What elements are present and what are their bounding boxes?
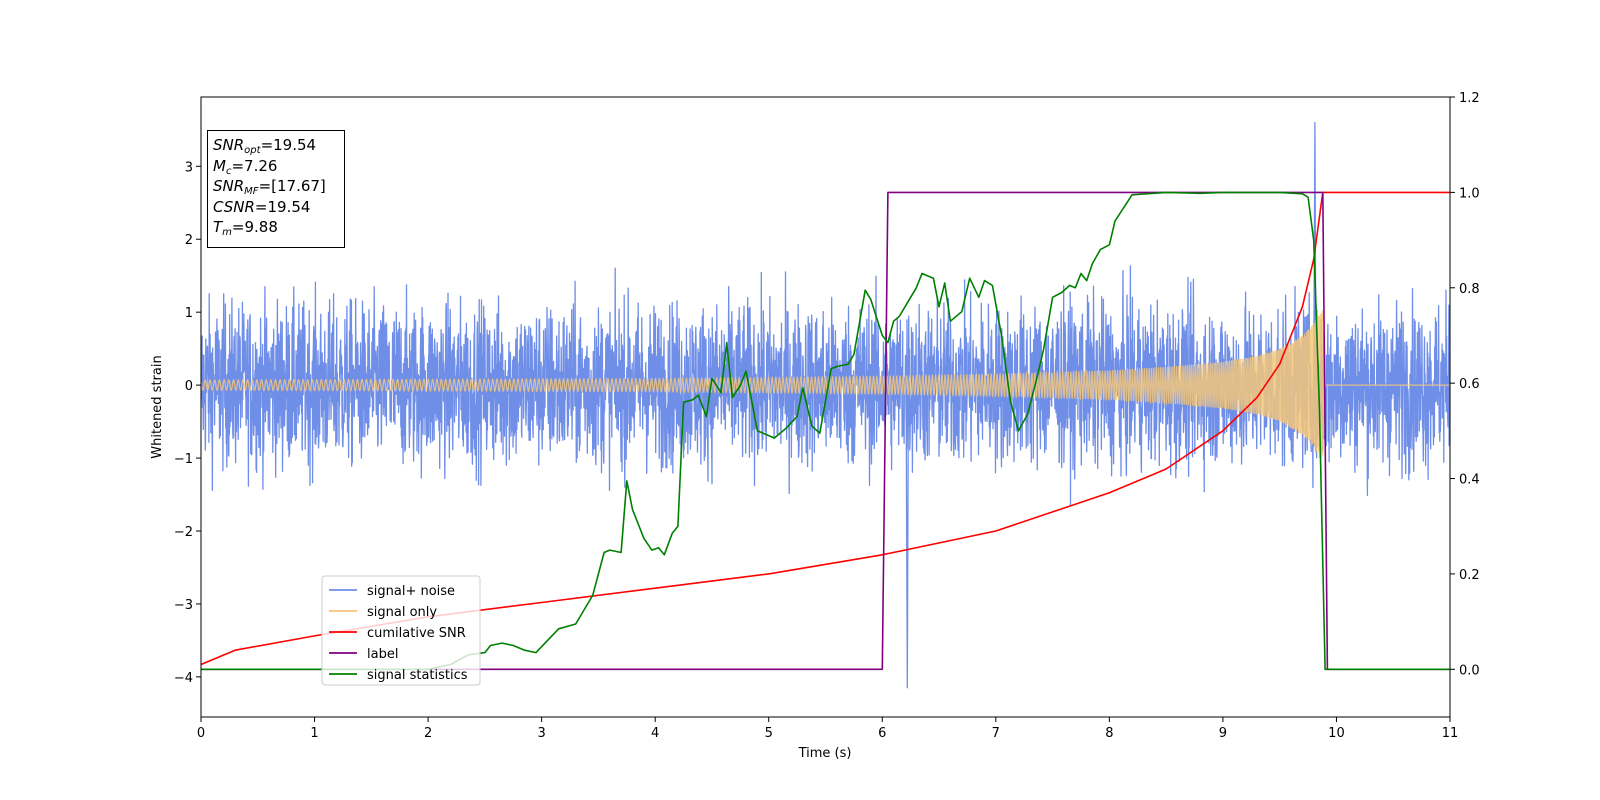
x-tick-label: 3 <box>537 726 545 741</box>
y-axis-ticks: −4 −3 −2 −1 0 1 2 3 <box>174 160 201 686</box>
x-tick-label: 2 <box>424 726 432 741</box>
y2-tick-label: 0.0 <box>1459 663 1480 678</box>
csnr-line: CSNR=19.54 <box>213 197 311 216</box>
y2-tick-label: 1.0 <box>1459 186 1480 201</box>
y2-axis-ticks: 0.0 0.2 0.4 0.6 0.8 1.0 1.2 <box>1450 91 1480 678</box>
y-tick-label: 1 <box>185 306 193 321</box>
x-tick-label: 10 <box>1328 726 1345 741</box>
y-tick-label: −3 <box>174 598 193 613</box>
x-tick-label: 11 <box>1442 726 1459 741</box>
x-tick-label: 4 <box>651 726 659 741</box>
y-tick-label: −4 <box>174 671 193 686</box>
y2-tick-label: 0.4 <box>1459 473 1480 488</box>
x-tick-label: 1 <box>310 726 318 741</box>
legend: signal+ noise signal only cumilative SNR la… <box>321 575 481 686</box>
x-tick-label: 5 <box>765 726 773 741</box>
legend-label-text: label <box>367 647 398 662</box>
legend-signal-only-text: signal only <box>367 605 437 620</box>
x-tick-label: 0 <box>197 726 205 741</box>
signal-only-line <box>200 310 1450 459</box>
y-axis-label: Whitened strain <box>150 355 165 458</box>
x-tick-label: 8 <box>1105 726 1113 741</box>
metrics-info-box: SNRopt=19.54 Mc=7.26 SNRMF=[17.67] CSNR=… <box>207 130 345 248</box>
y2-tick-label: 0.2 <box>1459 568 1480 583</box>
x-tick-label: 6 <box>878 726 886 741</box>
y2-tick-label: 0.6 <box>1459 377 1480 392</box>
chirp-mass-line: Mc=7.26 <box>213 156 278 177</box>
y-tick-label: −1 <box>174 452 193 467</box>
legend-frame <box>321 575 481 686</box>
legend-signal-statistics-text: signal statistics <box>367 668 468 683</box>
y-tick-label: 3 <box>185 160 193 175</box>
snr-mf-line: SNRMF=[17.67] <box>213 177 326 197</box>
signal-statistics-line <box>201 191 1450 671</box>
merger-time-line: Tm=9.88 <box>213 218 278 238</box>
y-tick-label: 0 <box>185 379 193 394</box>
y2-tick-label: 0.8 <box>1459 282 1480 297</box>
x-tick-label: 7 <box>992 726 1000 741</box>
x-axis-label: Time (s) <box>798 746 852 761</box>
y2-tick-label: 1.2 <box>1459 91 1480 106</box>
legend-signal-noise-text: signal+ noise <box>367 584 455 599</box>
snr-opt-line: SNRopt=19.54 <box>213 136 317 156</box>
signal-only-layer <box>200 310 1450 459</box>
y-tick-label: 2 <box>185 233 193 248</box>
legend-cumilative-snr-text: cumilative SNR <box>367 626 466 641</box>
y-tick-label: −2 <box>174 525 193 540</box>
plot-frame <box>200 96 1451 718</box>
x-tick-label: 9 <box>1219 726 1227 741</box>
x-axis-ticks: 0 1 2 3 4 5 6 7 8 9 10 11 <box>197 717 1458 741</box>
